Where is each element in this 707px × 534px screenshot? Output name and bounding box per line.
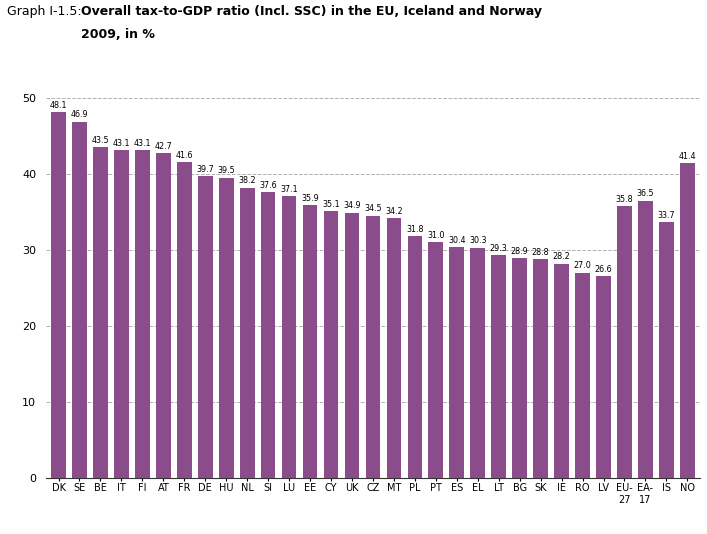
Bar [114,151,129,478]
Bar [366,216,380,478]
Text: 43.1: 43.1 [112,139,130,148]
Text: 41.6: 41.6 [175,151,193,160]
Text: 35.9: 35.9 [301,194,319,203]
Text: 30.4: 30.4 [448,235,465,245]
Text: 38.2: 38.2 [238,176,256,185]
Text: 34.5: 34.5 [364,205,382,214]
Bar [93,147,107,478]
Text: Overall tax-to-GDP ratio (Incl. SSC) in the EU, Iceland and Norway: Overall tax-to-GDP ratio (Incl. SSC) in … [81,5,542,18]
Bar [303,205,317,478]
Bar [513,258,527,478]
Text: 42.7: 42.7 [154,142,173,151]
Text: 31.8: 31.8 [406,225,423,234]
Text: 2009, in %: 2009, in % [81,28,155,41]
Bar [240,187,255,478]
Text: 29.3: 29.3 [490,244,508,253]
Bar [324,211,339,478]
Text: 34.9: 34.9 [343,201,361,210]
Text: Graph I-1.5:: Graph I-1.5: [7,5,82,18]
Bar [533,259,548,478]
Text: 48.1: 48.1 [49,101,67,110]
Bar [407,236,422,478]
Bar [198,176,213,478]
Text: 43.5: 43.5 [92,136,110,145]
Bar [575,273,590,478]
Bar [177,162,192,478]
Bar [387,218,402,478]
Bar [428,242,443,478]
Text: 34.2: 34.2 [385,207,403,216]
Bar [491,255,506,478]
Text: 26.6: 26.6 [595,264,612,273]
Bar [450,247,464,478]
Bar [680,163,695,478]
Text: 35.8: 35.8 [616,194,633,203]
Text: 30.3: 30.3 [469,237,486,246]
Bar [156,153,170,478]
Bar [470,248,485,478]
Text: 31.0: 31.0 [427,231,445,240]
Bar [282,196,296,478]
Bar [51,112,66,478]
Text: 43.1: 43.1 [134,139,151,148]
Text: 36.5: 36.5 [636,189,654,198]
Text: 41.4: 41.4 [679,152,696,161]
Text: 35.1: 35.1 [322,200,340,209]
Text: 37.6: 37.6 [259,181,277,190]
Text: 33.7: 33.7 [658,210,675,219]
Bar [72,122,87,478]
Text: 37.1: 37.1 [280,185,298,194]
Bar [261,192,276,478]
Text: 39.5: 39.5 [217,167,235,176]
Text: 28.9: 28.9 [510,247,529,256]
Text: 28.2: 28.2 [553,253,571,261]
Text: 39.7: 39.7 [197,165,214,174]
Bar [596,276,611,478]
Bar [659,222,674,478]
Text: 27.0: 27.0 [573,262,592,270]
Text: 46.9: 46.9 [71,110,88,119]
Bar [344,213,359,478]
Bar [219,178,233,478]
Bar [135,151,150,478]
Text: 28.8: 28.8 [532,248,549,257]
Bar [638,201,653,478]
Bar [617,206,632,478]
Bar [554,264,569,478]
